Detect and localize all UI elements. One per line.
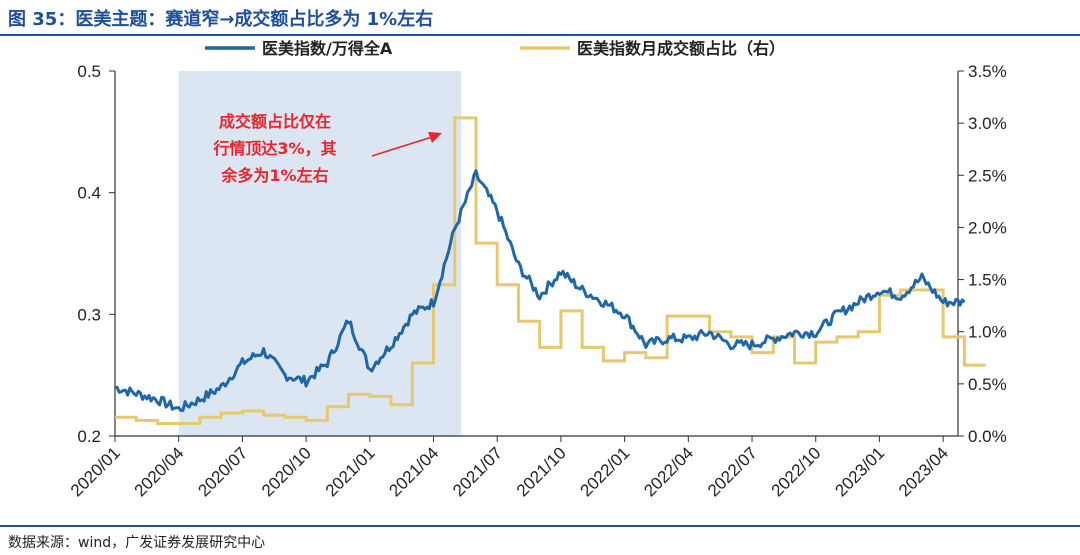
annotation-arrow-head: [428, 132, 442, 143]
right-tick-label: 3.0%: [968, 114, 1007, 133]
x-tick-label: 2021/01: [322, 443, 379, 500]
x-tick-label: 2022/01: [577, 443, 634, 500]
x-tick-label: 2020/01: [67, 443, 124, 500]
chart: 0.2 0.3 0.4 0.5 0.0% 0.5% 1.0% 1.5% 2.0% 2.5% 3.0%…: [67, 39, 1007, 500]
title-bar: 图 35：医美主题：赛道窄→成交额占比多为 1%左右: [0, 0, 1080, 36]
x-tick-label: 2022/10: [768, 443, 825, 500]
x-tick-label: 2020/10: [258, 443, 315, 500]
legend-blue-label: 医美指数/万得全A: [262, 39, 393, 58]
annotation-arrow-shaft: [371, 136, 433, 157]
right-tick-label: 1.0%: [968, 323, 1007, 342]
footer-divider: [0, 525, 1080, 527]
right-tick-label: 3.5%: [968, 62, 1007, 81]
x-tick-label: 2020/04: [131, 443, 188, 500]
x-tick-label: 2021/10: [513, 443, 570, 500]
left-tick-label: 0.2: [77, 427, 101, 446]
x-tick-label: 2023/04: [895, 443, 952, 500]
x-tick-label: 2022/07: [704, 443, 761, 500]
right-tick-label: 1.5%: [968, 271, 1007, 290]
shaded-region: [178, 71, 462, 436]
source-note: 数据来源：wind，广发证券发展研究中心: [8, 535, 266, 551]
right-tick-label: 0.0%: [968, 427, 1007, 446]
left-tick-label: 0.3: [77, 305, 101, 324]
x-tick-label: 2022/04: [640, 443, 697, 500]
annotation-line: 成交额占比仅在: [219, 112, 331, 131]
legend-gold-label: 医美指数月成交额占比（右）: [577, 39, 785, 58]
x-tick-label: 2021/04: [385, 443, 442, 500]
right-tick-label: 0.5%: [968, 375, 1007, 394]
x-tick-label: 2023/01: [831, 443, 888, 500]
right-tick-label: 2.0%: [968, 218, 1007, 237]
right-tick-label: 2.5%: [968, 166, 1007, 185]
series-gold-line: [115, 116, 986, 425]
left-tick-label: 0.4: [77, 184, 101, 203]
x-tick-label: 2021/07: [449, 443, 506, 500]
annotation-line: 行情顶达3%，其: [212, 139, 336, 158]
annotation-line: 余多为1%左右: [220, 166, 328, 185]
left-tick-label: 0.5: [77, 62, 101, 81]
x-tick-label: 2020/07: [194, 443, 251, 500]
figure-title: 图 35：医美主题：赛道窄→成交额占比多为 1%左右: [8, 9, 434, 30]
series-blue-line: [114, 169, 966, 412]
